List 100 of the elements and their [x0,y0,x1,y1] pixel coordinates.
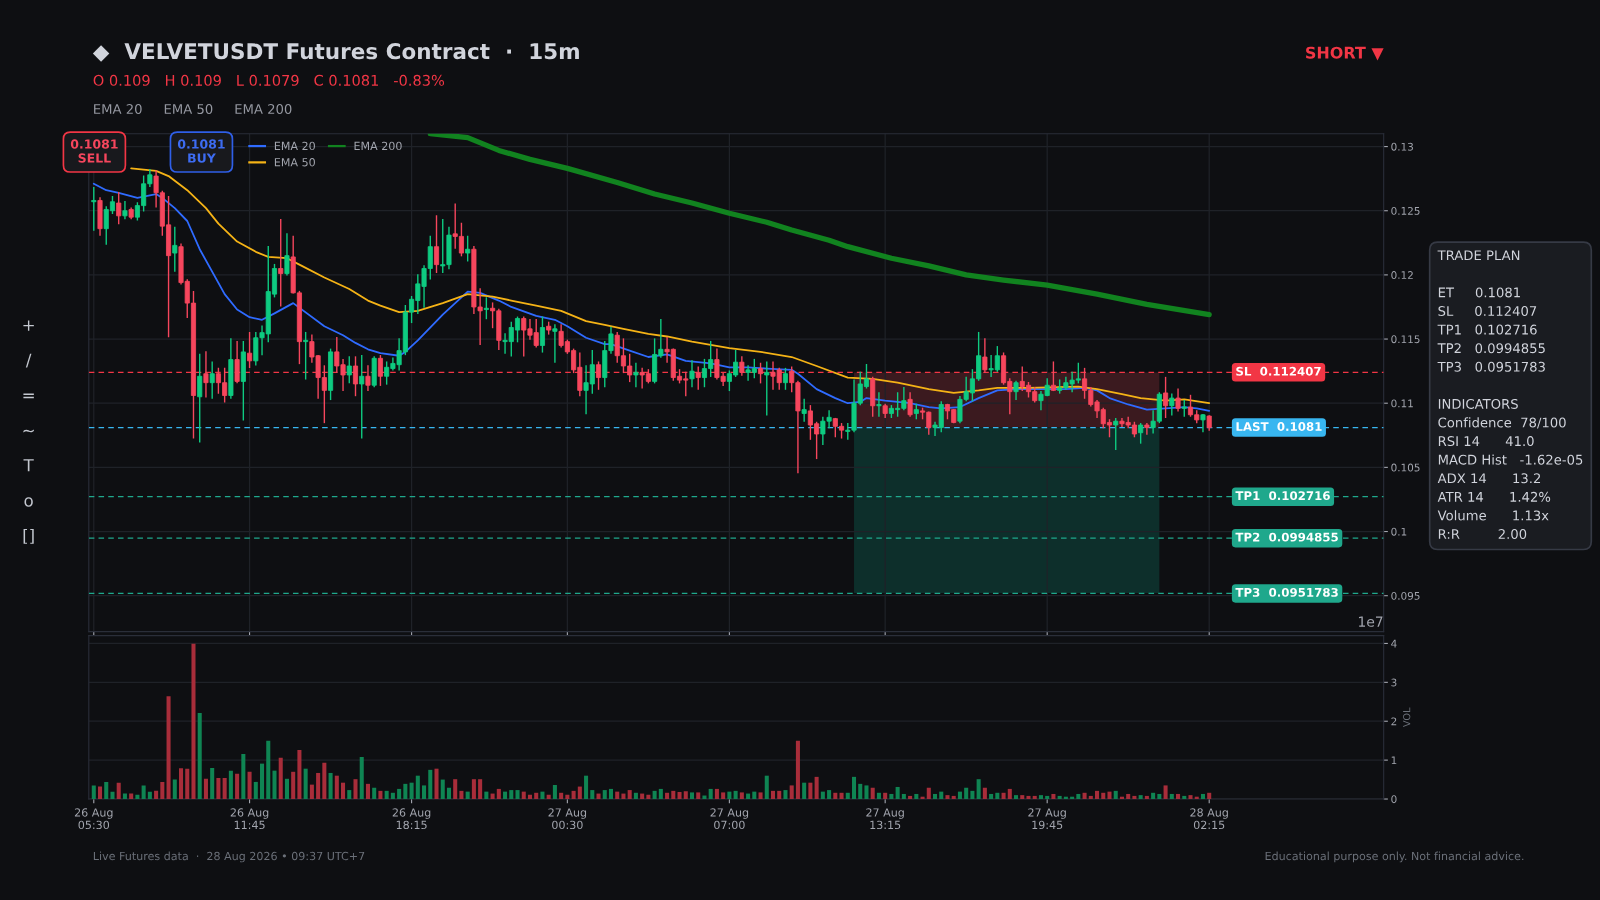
bar [527,794,533,800]
bar [1101,792,1106,800]
bar [746,793,751,800]
bar [179,768,184,800]
bar [939,791,944,800]
bar [253,781,258,800]
bar [995,792,1000,800]
candlestick [552,324,558,363]
bar [509,790,514,800]
bar [1107,791,1112,800]
bar [1138,795,1143,800]
bar [926,787,931,800]
bar [440,779,445,800]
bar [515,790,520,800]
bar [901,793,906,800]
bar [1038,795,1043,800]
bar [964,787,969,800]
bar [1020,795,1025,800]
ref-line-label: TP2 0.0994855 [1235,532,1338,542]
bar [316,772,321,800]
bar [957,791,962,800]
x-tick-label: 26 Aug 11:45 [230,808,269,830]
y-tick-label: 4 [1391,639,1397,648]
bar [1082,792,1087,800]
candlestick [234,340,240,384]
bar [1200,793,1205,800]
bar [845,792,850,800]
legend-label: EMA 200 [354,141,402,151]
bar [409,782,414,800]
candlestick [346,356,352,384]
candlestick [116,192,122,225]
bar [478,779,483,800]
candlestick [284,233,290,276]
bar [689,792,695,800]
bar [291,771,296,800]
bar [652,790,657,800]
bar [584,775,589,800]
bar [1095,790,1100,800]
bar [602,790,607,800]
bar [341,782,346,800]
bar [353,779,358,800]
bar [422,785,427,800]
bar [278,757,283,800]
ref-line-label: TP1 0.102716 [1235,491,1330,501]
candlestick [695,366,701,390]
candlestick [1200,414,1206,433]
bar [721,792,726,800]
ref-line-label: SL 0.112407 [1236,366,1321,376]
bar [222,778,227,800]
bar [1169,793,1174,800]
bar [322,762,327,800]
bar [185,768,190,800]
bar [1113,790,1118,800]
bar [459,790,464,800]
bar [820,791,825,800]
candlestick [247,331,253,368]
bar [104,781,109,800]
x-tick-label: 26 Aug 18:15 [392,808,431,830]
text: TRADE PLAN ET 0.1081 SL 0.112407 TP1 0.102716 TP2 0.0994855 TP3 0.0951783 INDICATORS Confidence 78/100 RSI 14 41.0 MACD Hist -1.62e-05 ADX 14 13.2 ATR 14 1.42% Volume 1.13x R:R 2.00 [1437,250,1583,539]
bar [135,794,140,800]
candlestick [1113,417,1119,451]
annotation: 0.1081 SELL [70,139,118,163]
bar [559,792,564,800]
annotation: 0.1081 BUY [177,139,225,163]
y-tick-label: 0.125 [1391,206,1420,215]
bar [272,770,277,800]
bar [665,792,670,800]
x-tick-label: 27 Aug 13:15 [866,808,904,830]
bar [471,779,476,800]
bar [640,793,645,800]
bar [1126,793,1131,800]
candlestick [365,365,371,392]
bar [633,792,638,800]
annotation: 1e7 [1358,616,1383,627]
bar [708,788,713,800]
bar [970,790,975,800]
candlestick [303,331,309,380]
text: Live Futures data · 28 Aug 2026 • 09:37 UTC+7 [93,851,365,863]
bar [328,772,333,800]
legend-label: EMA 20 [274,141,315,151]
bar [172,779,177,800]
x-tick-label: 27 Aug 07:00 [710,808,749,830]
bar [428,769,433,800]
bar [933,793,938,800]
text: + / = ~ T o [] [23,320,34,544]
chart-subtitle: O 0.109 H 0.109 L 0.1079 C 0.1081 -0.83% [93,74,445,86]
bar [484,791,489,800]
candlestick [1144,423,1150,435]
bar [540,791,545,800]
candlestick [433,215,440,274]
bar [1157,793,1162,800]
bar [191,643,196,800]
candlestick [1169,393,1175,416]
bar [1176,793,1181,800]
text: SHORT ▼ [1306,46,1384,61]
bar [228,770,233,800]
bar [1045,795,1050,800]
bar [160,781,165,800]
bar [197,713,202,800]
bar [110,791,115,800]
